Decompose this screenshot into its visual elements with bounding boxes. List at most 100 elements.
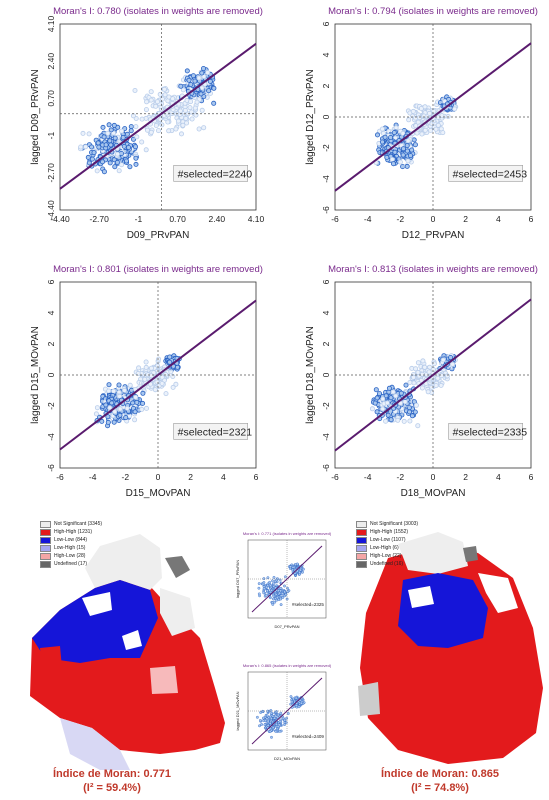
data-point	[388, 134, 394, 140]
legend-swatch	[40, 544, 51, 552]
data-point	[143, 364, 149, 370]
legend-swatch	[356, 520, 367, 528]
small-regression-line	[251, 545, 323, 613]
data-point	[94, 405, 100, 411]
data-point	[127, 164, 133, 170]
data-point	[161, 86, 167, 92]
map-right-caption-line2: (I² = 74.8%)	[411, 782, 469, 794]
small-data-point	[260, 723, 263, 726]
selected-count: #selected=2240	[178, 168, 253, 180]
data-point	[109, 400, 115, 406]
data-point	[111, 122, 117, 128]
legend-swatch	[356, 560, 367, 568]
data-point	[117, 406, 123, 412]
small-selected-count: #selected=2409	[292, 734, 324, 739]
data-point	[428, 127, 434, 133]
data-point	[184, 68, 190, 74]
legend-label: High-Low (22)	[370, 553, 402, 559]
data-point	[144, 99, 150, 105]
small-x-axis-label: D07_PRvPAN	[274, 624, 299, 629]
data-point	[119, 150, 125, 156]
data-point	[419, 385, 425, 391]
data-point	[187, 105, 193, 111]
small-data-point	[269, 584, 272, 587]
y-tick-label: -2.70	[46, 163, 56, 183]
data-point	[80, 130, 86, 136]
data-point	[188, 82, 194, 88]
data-point	[154, 99, 160, 105]
data-point	[112, 409, 118, 415]
data-point	[148, 89, 154, 95]
moran-scatter-plot-2: Moran's I: 0.794 (isolates in weights ar…	[305, 6, 538, 241]
y-tick-label: 6	[46, 279, 56, 284]
regression-line	[334, 42, 532, 192]
small-y-axis-label: lagged D21_MOvPAN	[235, 691, 240, 730]
data-point	[148, 373, 154, 379]
data-point	[439, 373, 445, 379]
x-tick-label: 4	[496, 472, 501, 482]
small-data-point	[281, 716, 285, 720]
data-point	[94, 168, 100, 174]
data-point	[128, 128, 134, 134]
data-point	[393, 393, 399, 399]
data-point	[106, 122, 112, 128]
data-point	[95, 140, 101, 146]
small-data-point	[275, 710, 278, 713]
y-tick-label: 4	[321, 52, 331, 57]
data-point	[85, 154, 91, 160]
x-tick-label: -2	[397, 214, 405, 224]
data-point	[148, 97, 154, 103]
map-left-shape	[30, 534, 225, 770]
x-tick-label: -4	[364, 214, 372, 224]
small-data-point	[266, 720, 270, 724]
small-data-point	[279, 597, 283, 601]
selected-count: #selected=2453	[453, 168, 528, 180]
data-point	[372, 400, 378, 406]
y-axis-label: lagged D18_MOvPAN	[305, 326, 316, 424]
y-tick-label: 0	[46, 372, 56, 377]
data-point	[392, 149, 398, 155]
data-point	[379, 139, 385, 145]
data-point	[401, 146, 407, 152]
small-data-point	[294, 704, 298, 707]
data-point	[139, 139, 145, 145]
small-data-point	[283, 590, 286, 594]
y-tick-label: 2.40	[46, 53, 56, 70]
x-axis-label: D09_PRvPAN	[127, 230, 190, 241]
small-data-point	[258, 719, 262, 722]
data-point	[122, 126, 128, 132]
legend-swatch	[40, 520, 51, 528]
data-point	[409, 147, 415, 153]
small-data-point	[257, 582, 261, 585]
y-tick-label: 4	[321, 310, 331, 315]
small-data-point	[279, 603, 283, 607]
data-point	[386, 385, 392, 391]
small-data-point	[264, 594, 268, 597]
small-data-point	[261, 582, 265, 586]
data-point	[112, 164, 118, 170]
data-point	[406, 409, 412, 415]
y-axis-label: lagged D12_PRvPAN	[305, 69, 316, 164]
data-point	[380, 406, 386, 412]
data-point	[407, 418, 413, 424]
small-data-point	[285, 716, 288, 720]
data-point	[136, 365, 142, 371]
small-data-point	[257, 586, 261, 590]
data-point	[444, 373, 450, 379]
x-tick-label: -4	[89, 472, 97, 482]
data-point	[450, 361, 456, 367]
data-point	[159, 122, 165, 128]
data-point	[124, 158, 130, 164]
small-data-point	[271, 579, 274, 583]
data-point	[107, 160, 113, 166]
data-point	[383, 418, 389, 424]
small-data-point	[273, 600, 277, 604]
small-data-point	[259, 711, 262, 714]
x-axis-label: D12_PRvPAN	[402, 230, 465, 241]
small-data-point	[289, 695, 293, 698]
legend-label: Low-High (15)	[54, 545, 86, 551]
y-tick-label: 4	[46, 310, 56, 315]
data-point	[111, 419, 117, 425]
point-group	[78, 66, 217, 175]
moran-scatter-plot-1: Moran's I: 0.780 (isolates in weights ar…	[30, 6, 265, 241]
